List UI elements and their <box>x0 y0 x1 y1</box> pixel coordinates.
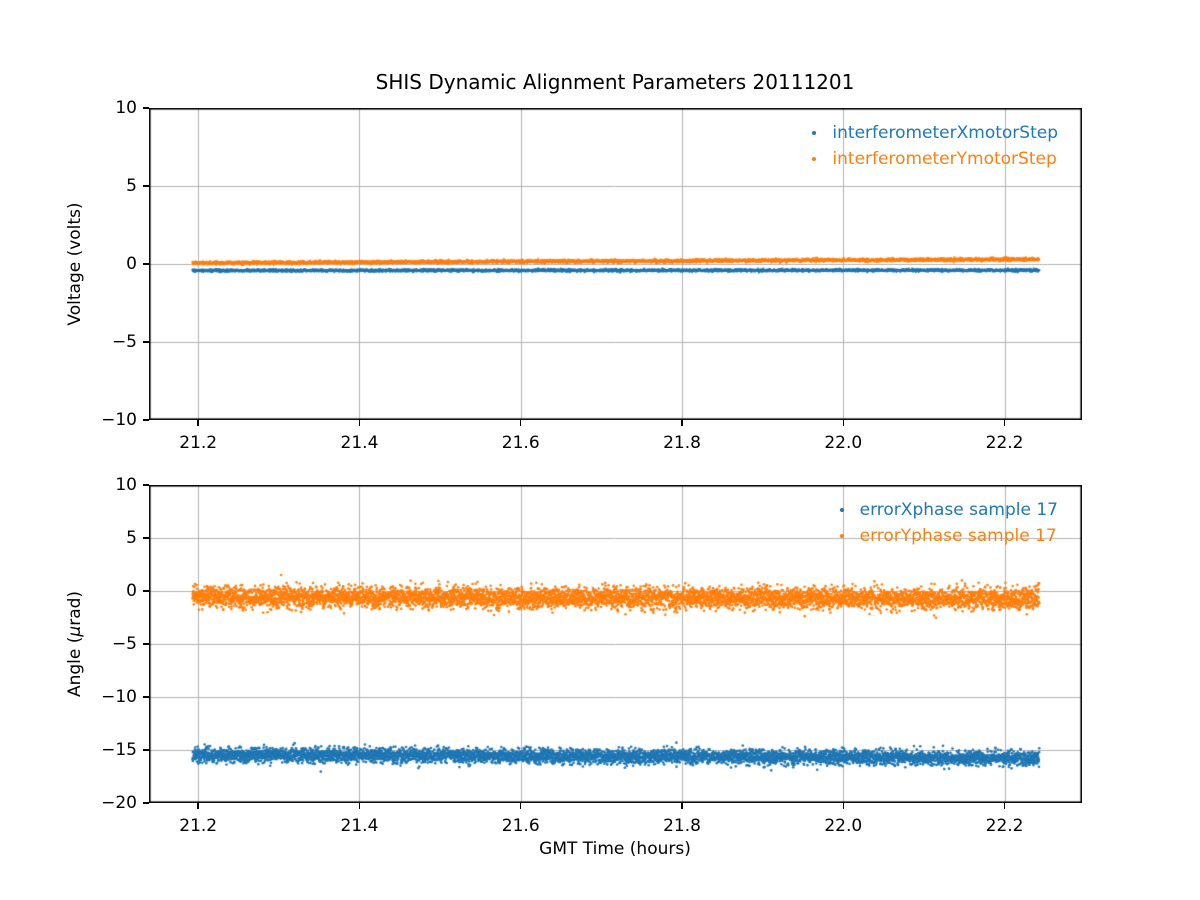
x-tick-label: 22.0 <box>824 816 863 836</box>
x-tick-mark <box>197 803 199 809</box>
x-tick-label: 21.6 <box>501 816 540 836</box>
legend-label: errorYphase sample 17 <box>859 526 1057 546</box>
legend-label: interferometerXmotorStep <box>832 123 1058 143</box>
y-tick-label: 0 <box>126 581 137 601</box>
y-tick-mark <box>143 590 149 592</box>
x-tick-mark <box>197 420 199 426</box>
x-tick-label: 21.2 <box>179 433 218 453</box>
x-tick-mark <box>358 420 361 426</box>
y-axis-label-angle-suffix: rad) <box>65 590 85 626</box>
y-tick-label: 0 <box>126 254 137 274</box>
x-tick-label: 21.4 <box>340 433 379 453</box>
y-tick-mark <box>143 802 149 804</box>
y-tick-mark <box>143 185 149 187</box>
x-tick-label: 21.8 <box>663 816 701 836</box>
x-tick-mark <box>519 420 522 426</box>
x-tick-label: 21.2 <box>179 816 218 836</box>
legend-label: interferometerYmotorStep <box>832 149 1057 169</box>
y-axis-label-angle: Angle (μrad) <box>65 591 85 697</box>
subplot-voltage: 21.2 21.4 21.6 21.8 22.0 22.2 10 5 0 −5 −10 interfe… <box>101 98 1082 453</box>
y-axis-label-voltage: Voltage (volts) <box>65 202 85 325</box>
figure-title: SHIS Dynamic Alignment Parameters 201112… <box>375 70 855 94</box>
y-tick-label: 5 <box>126 176 137 196</box>
y-tick-mark <box>143 537 149 539</box>
y-tick-mark <box>143 749 149 751</box>
legend-marker-dot <box>812 157 817 161</box>
y-tick-mark <box>143 643 149 645</box>
legend: errorXphase sample 17 errorYphase sample … <box>839 497 1058 549</box>
x-tick-mark <box>681 803 683 809</box>
y-tick-label: 5 <box>126 528 137 548</box>
y-tick-label: −10 <box>101 687 137 707</box>
plot-area-canvas <box>149 485 1082 803</box>
legend: interferometerXmotorStep interferometerYm… <box>812 120 1058 172</box>
y-axis-label-angle-prefix: Angle ( <box>65 636 85 698</box>
legend-marker-dot <box>839 508 844 512</box>
x-axis-label: GMT Time (hours) <box>539 839 691 859</box>
y-tick-mark <box>143 696 149 698</box>
legend-entry: errorYphase sample 17 <box>839 523 1057 549</box>
legend-entry: interferometerYmotorStep <box>812 146 1057 172</box>
x-tick-mark <box>842 420 845 426</box>
legend-label: errorXphase sample 17 <box>859 500 1058 520</box>
x-tick-label: 22.0 <box>824 433 863 453</box>
y-axis-label-voltage-text: Voltage (volts) <box>65 202 85 326</box>
y-tick-label: −5 <box>111 634 137 654</box>
x-tick-label: 22.2 <box>985 816 1024 836</box>
subplot-angle: 21.2 21.4 21.6 21.8 22.0 22.2 10 5 0 −5 −10 −15 −20 e… <box>101 475 1082 836</box>
y-tick-mark <box>143 419 149 421</box>
x-tick-label: 21.4 <box>340 816 379 836</box>
y-tick-mark <box>143 341 149 343</box>
y-tick-label: −5 <box>111 332 137 352</box>
y-tick-label: −10 <box>101 410 137 430</box>
legend-entry: interferometerXmotorStep <box>812 120 1058 146</box>
y-tick-mark <box>143 107 149 109</box>
y-tick-label: −15 <box>101 740 137 760</box>
y-tick-label: 10 <box>115 475 137 495</box>
x-tick-mark <box>358 803 361 809</box>
mu-symbol: μ <box>65 625 85 637</box>
legend-marker-dot <box>812 131 817 135</box>
x-tick-label: 21.6 <box>501 433 540 453</box>
legend-marker-dot <box>839 534 844 538</box>
y-tick-label: −20 <box>101 793 137 813</box>
x-tick-mark <box>1003 803 1006 809</box>
y-tick-label: 10 <box>115 98 137 118</box>
x-tick-mark <box>1003 420 1006 426</box>
x-tick-label: 21.8 <box>663 433 701 453</box>
plot-area-canvas <box>149 108 1082 420</box>
x-tick-mark <box>681 420 683 426</box>
y-tick-mark <box>143 263 149 265</box>
legend-entry: errorXphase sample 17 <box>839 497 1058 523</box>
x-tick-mark <box>519 803 522 809</box>
y-tick-mark <box>143 484 149 486</box>
x-tick-label: 22.2 <box>985 433 1024 453</box>
x-tick-mark <box>842 803 845 809</box>
